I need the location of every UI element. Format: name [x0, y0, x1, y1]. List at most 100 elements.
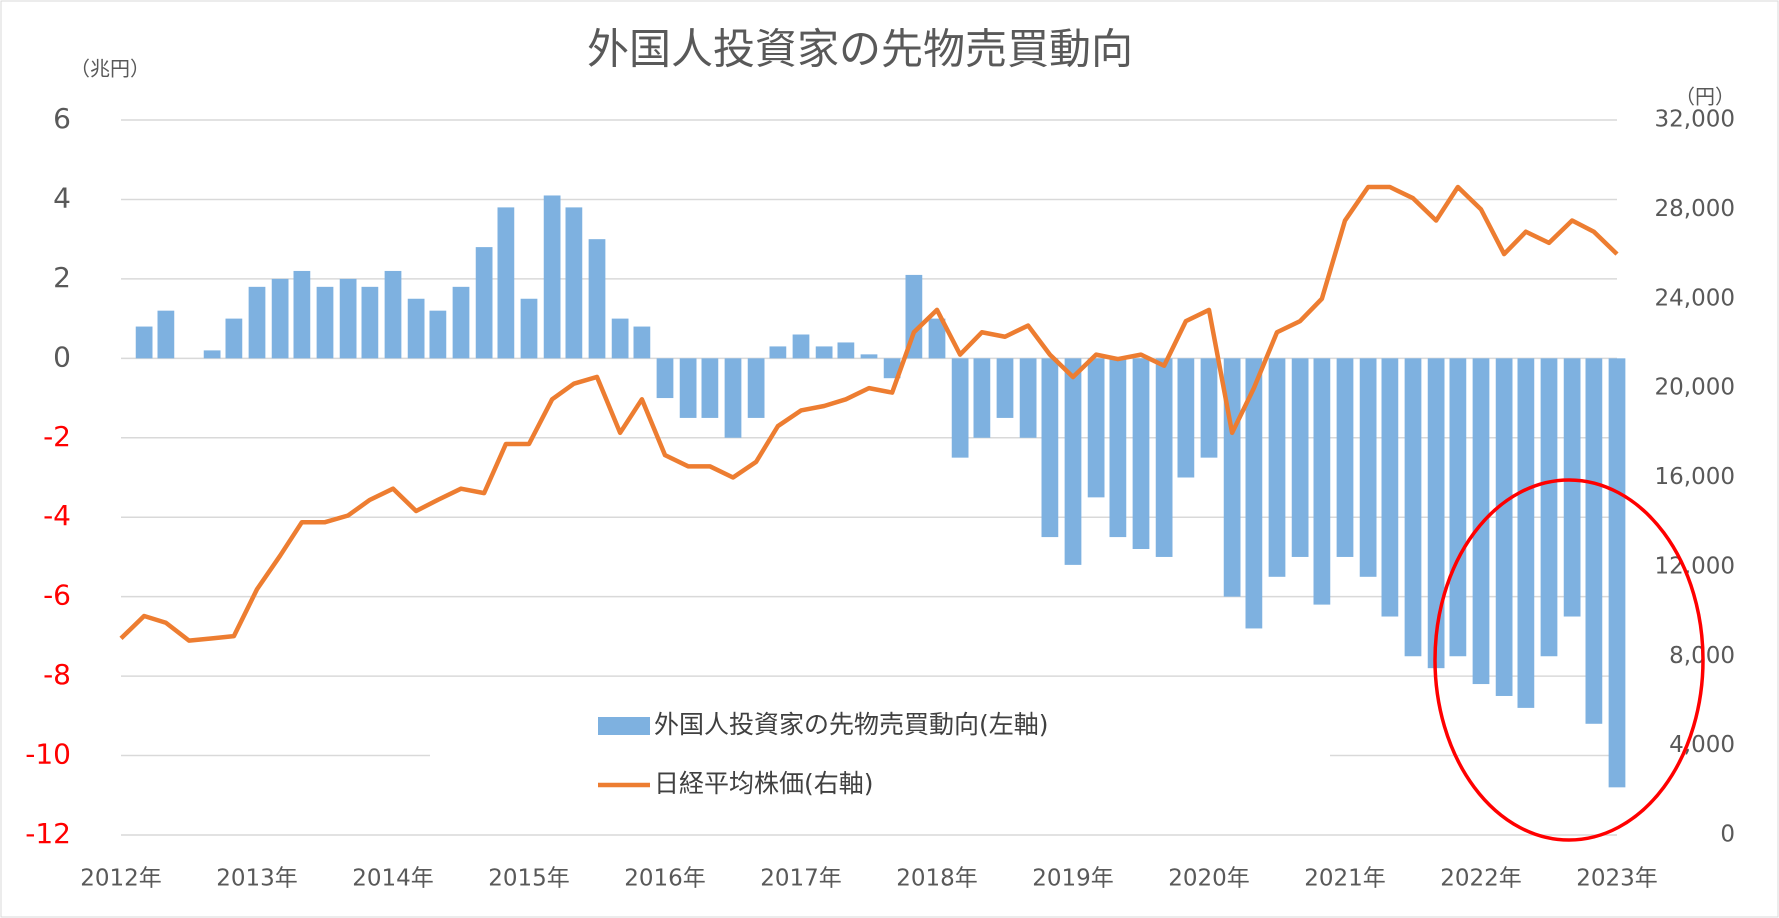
x-tick-label: 2021年	[1304, 866, 1386, 892]
bar	[792, 334, 810, 359]
bar	[1585, 358, 1603, 724]
x-tick-label: 2012年	[80, 866, 162, 892]
legend-swatch	[598, 717, 650, 735]
bar	[1019, 358, 1037, 438]
bar	[225, 318, 243, 359]
y-tick-label: -12	[25, 817, 71, 850]
y2-tick-label: 24,000	[1655, 285, 1735, 311]
x-tick-label: 2022年	[1440, 866, 1522, 892]
legend-label: 日経平均株価(右軸)	[654, 769, 874, 798]
x-tick-label: 2023年	[1576, 866, 1658, 892]
bar	[135, 326, 153, 359]
y2-tick-label: 4,000	[1669, 732, 1735, 758]
bar	[1313, 358, 1331, 605]
x-tick-label: 2017年	[760, 866, 842, 892]
x-tick-label: 2020年	[1168, 866, 1250, 892]
y-tick-label: 4	[53, 181, 71, 214]
y-tick-label: -10	[25, 738, 71, 771]
bar	[1563, 358, 1581, 617]
x-tick-label: 2014年	[352, 866, 434, 892]
bar	[384, 270, 402, 359]
bar	[157, 310, 175, 359]
bar	[361, 286, 379, 359]
x-tick-label: 2015年	[488, 866, 570, 892]
bar	[1608, 358, 1626, 788]
bar	[1177, 358, 1195, 478]
bar	[701, 358, 719, 418]
chart-title: 外国人投資家の先物売買動向	[587, 25, 1133, 74]
bar	[316, 286, 334, 359]
bar	[679, 358, 697, 418]
bar	[973, 358, 991, 438]
bar	[611, 318, 629, 359]
bar	[1359, 358, 1377, 577]
y2-tick-label: 12,000	[1655, 553, 1735, 579]
bar	[203, 350, 221, 359]
bar	[1155, 358, 1173, 557]
bar	[1381, 358, 1399, 617]
legend-label: 外国人投資家の先物売買動向(左軸)	[654, 710, 1049, 739]
y-tick-label: 6	[53, 102, 71, 135]
bar	[883, 358, 901, 379]
bar	[769, 346, 787, 359]
bar	[1540, 358, 1558, 657]
bar	[339, 278, 357, 359]
bar	[860, 354, 878, 359]
bar	[1449, 358, 1467, 657]
bar	[1132, 358, 1150, 549]
bar	[1336, 358, 1354, 557]
bar	[565, 207, 583, 359]
y2-unit-label: （円）	[1675, 85, 1735, 109]
highlight-circle	[1433, 478, 1705, 842]
bar	[951, 358, 969, 458]
bar	[1404, 358, 1422, 657]
bar	[1495, 358, 1513, 696]
y2-tick-label: 28,000	[1655, 196, 1735, 222]
bar	[747, 358, 765, 418]
bar	[815, 346, 833, 359]
bar	[1064, 358, 1082, 565]
bar	[1268, 358, 1286, 577]
y-tick-label: 0	[53, 340, 71, 373]
y2-tick-label: 20,000	[1655, 375, 1735, 401]
x-tick-label: 2018年	[896, 866, 978, 892]
bar	[724, 358, 742, 438]
bar	[1200, 358, 1218, 458]
y-tick-label: -6	[43, 579, 71, 612]
bar	[1517, 358, 1535, 708]
line	[119, 184, 1619, 643]
y-tick-label: -4	[43, 499, 71, 532]
bar	[1427, 358, 1445, 669]
bar	[588, 239, 606, 359]
x-tick-label: 2013年	[216, 866, 298, 892]
y2-tick-label: 0	[1720, 822, 1735, 848]
bar	[407, 298, 425, 359]
bar	[656, 358, 674, 399]
legend-box	[430, 691, 1330, 813]
x-tick-label: 2019年	[1032, 866, 1114, 892]
bar	[996, 358, 1014, 418]
x-tick-label: 2016年	[624, 866, 706, 892]
bar	[497, 207, 515, 359]
bar	[1087, 358, 1105, 498]
bar	[248, 286, 266, 359]
bar	[1291, 358, 1309, 557]
bar	[1472, 358, 1490, 685]
bar	[1109, 358, 1127, 538]
bar	[633, 326, 651, 359]
y2-tick-label: 32,000	[1655, 107, 1735, 133]
bar	[837, 342, 855, 359]
y-tick-label: -2	[43, 420, 71, 453]
y-tick-label: -8	[43, 658, 71, 691]
bar	[429, 310, 447, 359]
bar	[452, 286, 470, 359]
bar	[928, 318, 946, 359]
bar	[520, 298, 538, 359]
bar	[543, 195, 561, 359]
bar	[475, 247, 493, 359]
y-unit-label: （兆円）	[70, 57, 150, 81]
y-tick-label: 2	[53, 261, 71, 294]
bar	[271, 278, 289, 359]
